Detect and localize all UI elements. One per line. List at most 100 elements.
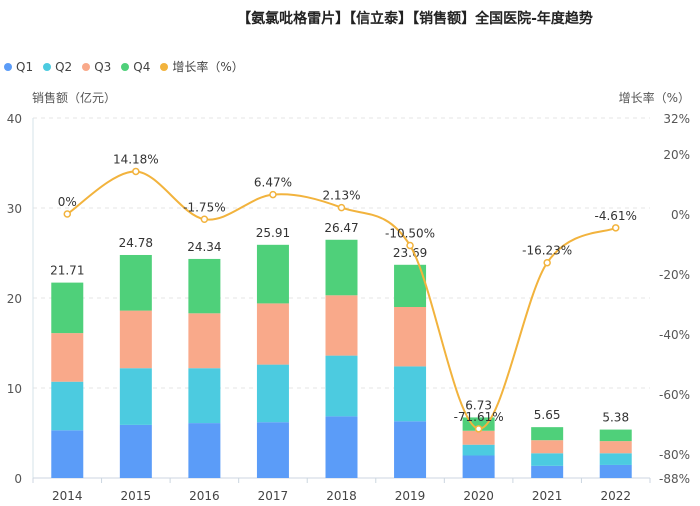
bar-q2-2021 (531, 453, 564, 466)
growth-label: 6.47% (254, 176, 292, 190)
bar-q4-2018 (325, 239, 358, 296)
y2-tick-label: 0% (671, 208, 690, 222)
bar-total-label: 6.73 (465, 398, 492, 412)
legend-item-growth[interactable]: 增长率（%） (160, 58, 244, 75)
growth-label: 2.13% (322, 189, 360, 203)
legend-marker-growth (160, 62, 169, 71)
legend-marker-q4 (121, 62, 130, 71)
bar-q1-2022 (599, 464, 632, 478)
bar-total-label: 5.38 (602, 411, 629, 425)
x-tick-label: 2016 (189, 489, 220, 503)
legend-item-q2[interactable]: Q2 (43, 60, 72, 74)
y2-tick-label: -80% (659, 448, 690, 462)
bar-q1-2016 (188, 423, 221, 478)
y2-tick-label: -40% (659, 328, 690, 342)
y-tick-label: 40 (7, 112, 22, 126)
bar-q3-2022 (599, 441, 632, 454)
growth-point-2015 (132, 167, 140, 176)
bar-q1-2018 (325, 416, 358, 478)
chart-title: 【氨氯吡格雷片】【信立泰】【销售额】全国医院-年度趋势 (237, 11, 593, 27)
growth-point-2019 (406, 241, 414, 250)
growth-point-2017 (269, 190, 277, 199)
growth-label: 14.18% (113, 152, 159, 166)
bar-q2-2017 (256, 364, 289, 423)
growth-label: -10.50% (385, 227, 435, 241)
legend-label-q2: Q2 (55, 59, 73, 74)
bar-q2-2014 (51, 381, 84, 431)
bar-total-label: 24.78 (119, 236, 153, 250)
bar-q1-2021 (531, 465, 564, 478)
bar-q2-2020 (462, 444, 495, 456)
bar-q3-2018 (325, 295, 358, 356)
legend-item-q3[interactable]: Q3 (82, 60, 111, 74)
legend-marker-q2 (43, 62, 52, 71)
y2-tick-label: 32% (663, 112, 690, 126)
growth-label: -1.75% (183, 200, 225, 214)
x-tick-label: 2019 (395, 489, 426, 503)
x-tick-label: 2014 (52, 489, 83, 503)
bar-total-label: 25.91 (256, 226, 290, 240)
bar-q2-2019 (394, 366, 427, 422)
bar-q3-2021 (531, 440, 564, 454)
bar-q4-2014 (51, 282, 84, 334)
bar-q1-2020 (462, 455, 495, 478)
bar-q3-2014 (51, 333, 84, 382)
bar-q1-2017 (256, 422, 289, 478)
y-tick-label: 30 (7, 202, 22, 216)
growth-label: -4.61% (594, 209, 636, 223)
legend-label-q3: Q3 (94, 59, 112, 74)
bar-q4-2016 (188, 258, 221, 314)
y2-tick-label: 20% (663, 148, 690, 162)
legend-item-q1[interactable]: Q1 (4, 60, 33, 74)
bar-q4-2017 (256, 244, 289, 304)
y-tick-label: 20 (7, 292, 22, 306)
growth-point-2022 (611, 224, 620, 232)
legend: Q1 Q2 Q3 Q4 增长率（%） (4, 58, 244, 75)
x-tick-label: 2022 (600, 489, 631, 503)
legend-marker-q3 (82, 62, 91, 71)
growth-point-2016 (200, 215, 209, 223)
bar-q3-2015 (119, 310, 152, 369)
bar-q2-2015 (119, 368, 152, 425)
x-tick-label: 2021 (532, 489, 563, 503)
bar-q1-2014 (51, 430, 84, 478)
x-tick-label: 2017 (258, 489, 289, 503)
bar-q2-2018 (325, 355, 358, 417)
legend-label-q4: Q4 (133, 59, 151, 74)
legend-label-growth: 增长率（%） (172, 60, 244, 74)
bar-total-label: 23.69 (393, 246, 427, 260)
bar-total-label: 26.47 (324, 221, 358, 235)
y-tick-label: 0 (14, 472, 22, 486)
x-tick-label: 2018 (326, 489, 357, 503)
y2-tick-label: -60% (659, 388, 690, 402)
growth-point-2021 (543, 258, 551, 267)
growth-point-2020 (474, 425, 483, 433)
bar-total-label: 21.71 (50, 264, 84, 278)
y-axis-title-right: 增长率（%） (618, 91, 690, 105)
legend-marker-q1 (4, 62, 12, 71)
y-tick-label: 10 (7, 382, 22, 396)
growth-label: 0% (58, 195, 77, 209)
x-tick-label: 2015 (121, 489, 152, 503)
bar-q1-2019 (394, 421, 427, 478)
y2-tick-label: -88% (659, 472, 690, 486)
x-tick-label: 2020 (463, 489, 494, 503)
bar-q4-2021 (531, 427, 564, 441)
bar-total-label: 5.65 (534, 408, 561, 422)
bar-q4-2015 (119, 254, 152, 311)
bar-q4-2022 (599, 429, 632, 442)
bar-q3-2020 (462, 430, 495, 445)
growth-point-2014 (63, 210, 72, 218)
y-axis-title-left: 销售额（亿元） (32, 91, 117, 105)
legend-label-q1: Q1 (16, 59, 34, 74)
growth-label: -71.61% (454, 410, 504, 424)
bar-q3-2016 (188, 313, 221, 369)
bar-q2-2016 (188, 368, 221, 424)
legend-item-q4[interactable]: Q4 (121, 60, 150, 74)
bar-q1-2015 (119, 424, 152, 478)
bar-q3-2017 (256, 303, 289, 365)
growth-line (66, 170, 617, 430)
growth-point-2018 (337, 203, 346, 212)
bar-q3-2019 (394, 307, 427, 367)
